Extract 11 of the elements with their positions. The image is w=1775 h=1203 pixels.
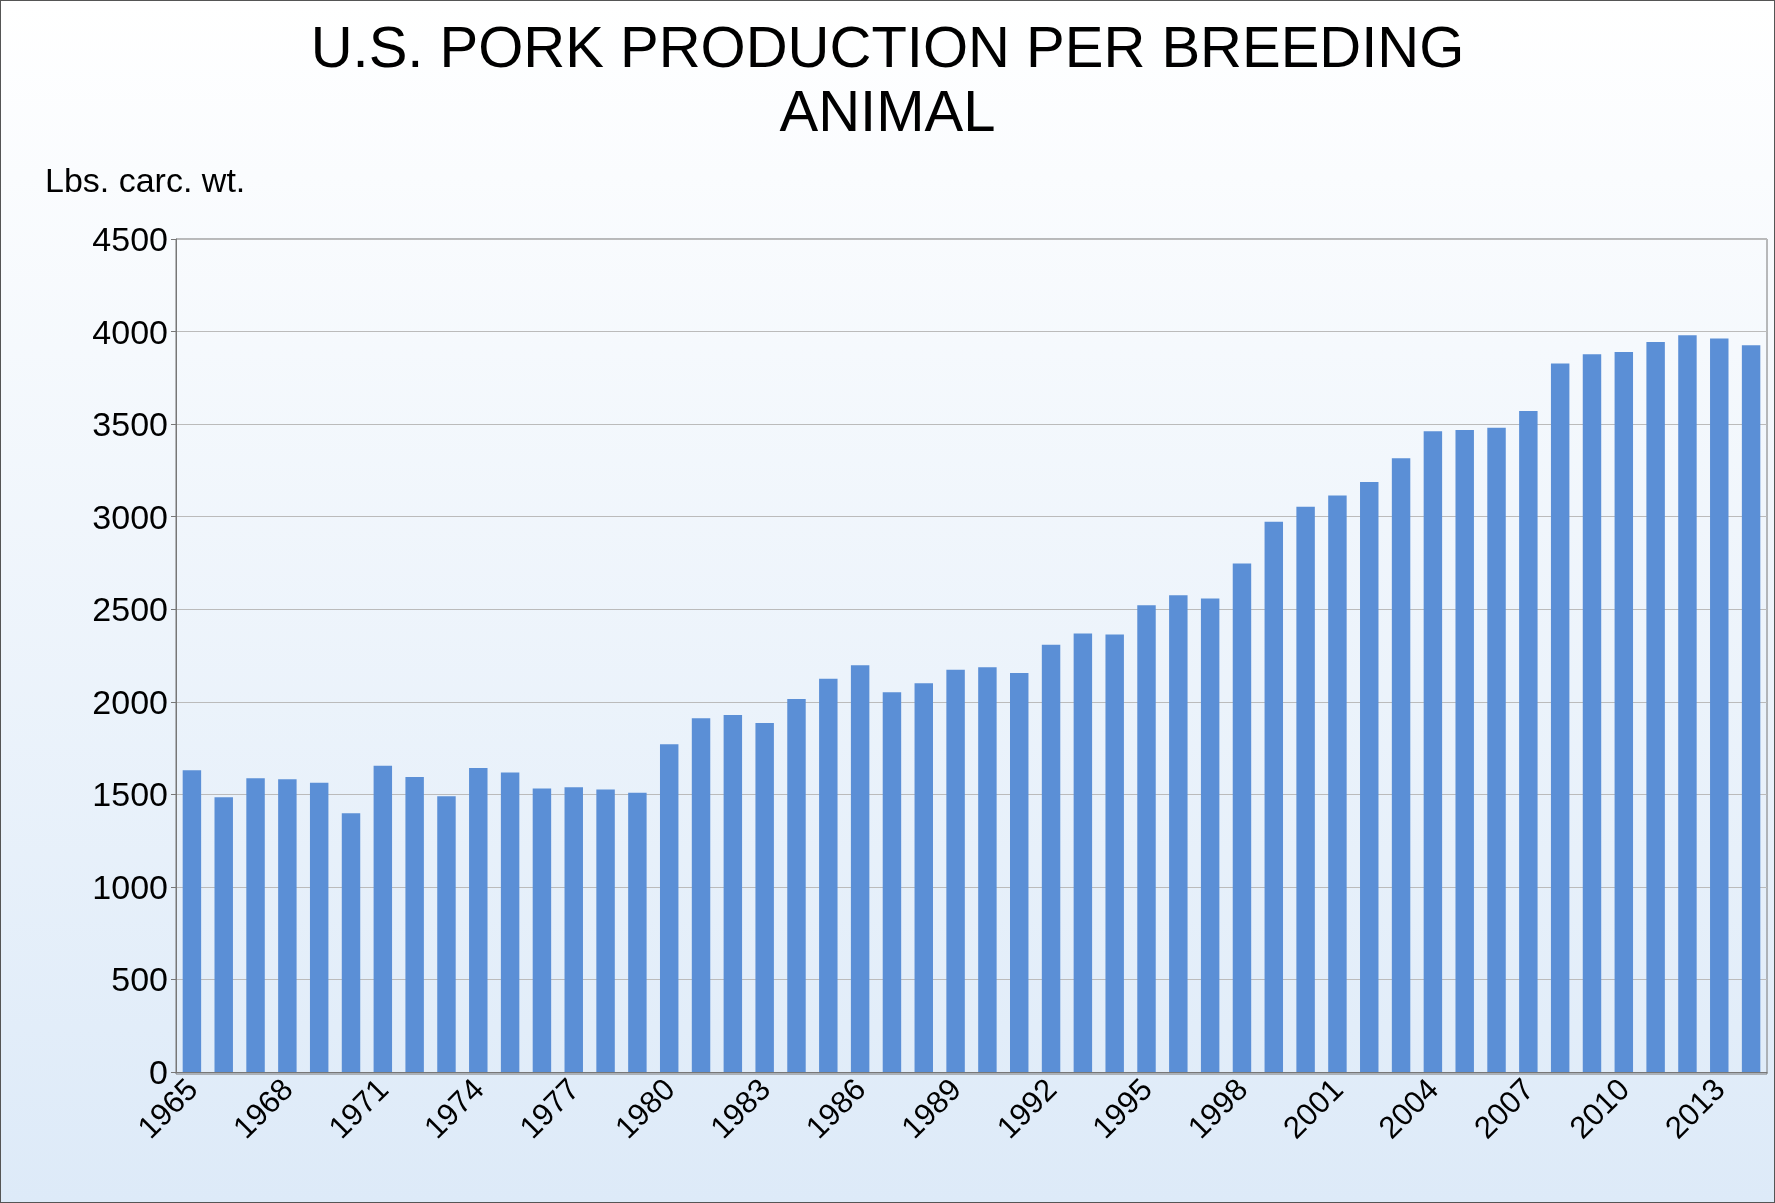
y-tick-label: 2500 bbox=[92, 590, 168, 629]
y-tick-label: 500 bbox=[111, 960, 168, 999]
y-tick-label: 3000 bbox=[92, 497, 168, 536]
y-tick-label: 2000 bbox=[92, 682, 168, 721]
y-tick-label: 1000 bbox=[92, 867, 168, 906]
y-tick-label: 4500 bbox=[92, 220, 168, 258]
y-tick-label: 4000 bbox=[92, 312, 168, 351]
chart-title: U.S. PORK PRODUCTION PER BREEDING ANIMAL bbox=[310, 13, 1465, 143]
y-tick-label: 3500 bbox=[92, 405, 168, 444]
y-tick-label: 1500 bbox=[92, 775, 168, 814]
y-axis-title: Lbs. carc. wt. bbox=[45, 161, 246, 199]
